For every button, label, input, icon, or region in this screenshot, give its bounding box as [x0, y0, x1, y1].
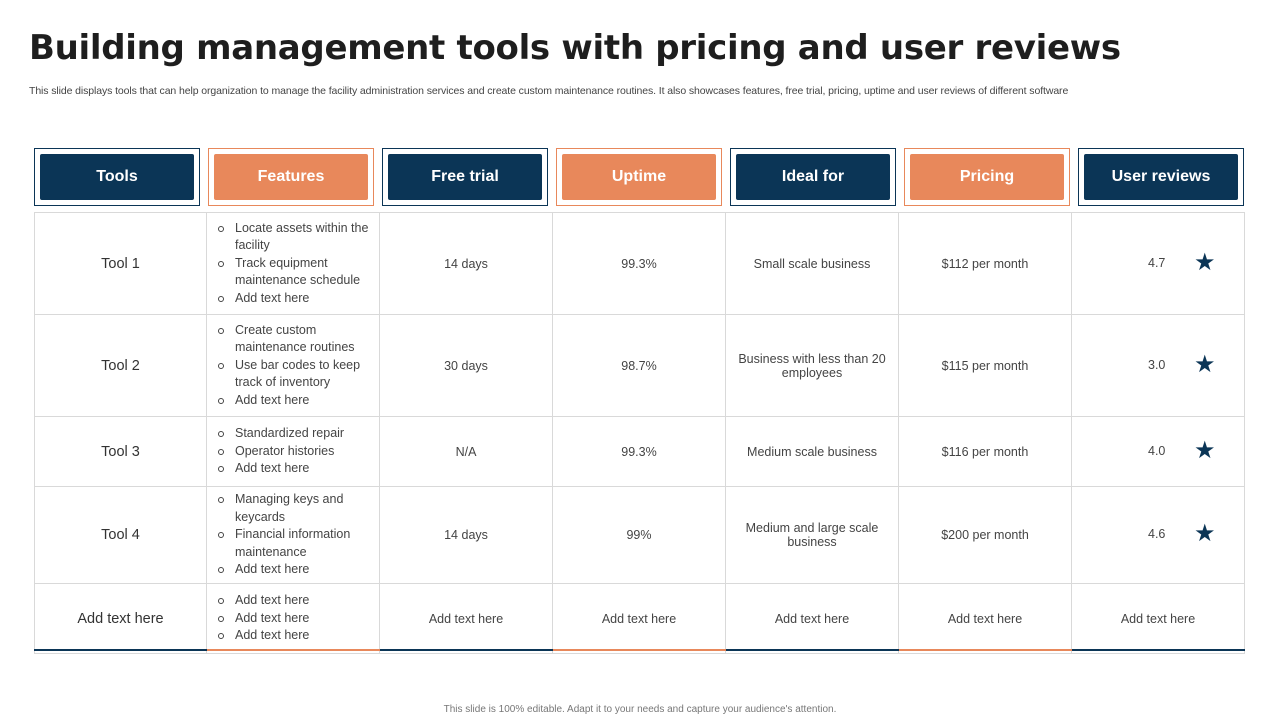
- features-list: Standardized repair Operator histories A…: [217, 425, 344, 478]
- star-icon: ★: [1194, 520, 1216, 547]
- header-free-trial: Free trial: [382, 148, 548, 206]
- tool-name: Add text here: [34, 584, 207, 653]
- uptime-value: 99%: [553, 487, 726, 583]
- table-header-row: Tools Features Free trial Uptime Ideal f…: [34, 148, 1244, 208]
- pricing-value: $115 per month: [899, 315, 1072, 416]
- feature-item: Operator histories: [217, 443, 344, 461]
- page-title: Building management tools with pricing a…: [29, 28, 1121, 68]
- bottom-line: [207, 649, 380, 651]
- pricing-value: Add text here: [899, 584, 1072, 653]
- table-row: Add text here Add text here Add text her…: [34, 584, 1245, 654]
- rating-value: 4.7: [1148, 255, 1166, 270]
- bottom-line: [380, 649, 553, 651]
- feature-item: Use bar codes to keep track of inventory: [217, 357, 371, 392]
- table-row: Tool 1 Locate assets within the facility…: [34, 212, 1245, 315]
- bottom-line: [553, 649, 726, 651]
- ideal-for-value: Add text here: [726, 584, 899, 653]
- rating: 4.6 ★: [1082, 520, 1234, 547]
- tool-name: Tool 3: [34, 417, 207, 486]
- header-features: Features: [208, 148, 374, 206]
- header-user-reviews: User reviews: [1078, 148, 1244, 206]
- rating-value: 4.0: [1148, 443, 1166, 458]
- features-list: Add text here Add text here Add text her…: [217, 592, 309, 645]
- features-cell: Create custom maintenance routines Use b…: [207, 315, 380, 416]
- feature-item: Add text here: [217, 460, 344, 478]
- star-icon: ★: [1194, 248, 1216, 276]
- feature-item: Financial information maintenance: [217, 526, 371, 561]
- rating-value: 3.0: [1148, 357, 1166, 372]
- header-label: Uptime: [562, 154, 716, 200]
- feature-item: Add text here: [217, 392, 371, 410]
- header-ideal-for: Ideal for: [730, 148, 896, 206]
- tool-name: Tool 2: [34, 315, 207, 416]
- user-review-cell: 4.6 ★: [1072, 487, 1245, 583]
- features-cell: Add text here Add text here Add text her…: [207, 584, 380, 653]
- bottom-line: [1072, 649, 1245, 651]
- feature-item: Add text here: [217, 610, 309, 628]
- feature-item: Create custom maintenance routines: [217, 322, 371, 357]
- free-trial-value: 14 days: [380, 213, 553, 314]
- footer-note: This slide is 100% editable. Adapt it to…: [443, 704, 837, 715]
- user-review-cell: 4.0 ★: [1072, 417, 1245, 486]
- rating: 3.0 ★: [1082, 350, 1234, 378]
- pricing-value: $200 per month: [899, 487, 1072, 583]
- uptime-value: Add text here: [553, 584, 726, 653]
- rating-value: 4.6: [1148, 527, 1166, 541]
- feature-item: Add text here: [217, 627, 309, 645]
- header-label: User reviews: [1084, 154, 1238, 200]
- feature-item: Add text here: [217, 561, 371, 579]
- feature-item: Track equipment maintenance schedule: [217, 255, 371, 290]
- uptime-value: 99.3%: [553, 417, 726, 486]
- features-cell: Locate assets within the facility Track …: [207, 213, 380, 314]
- tool-name: Tool 1: [34, 213, 207, 314]
- feature-item: Managing keys and keycards: [217, 491, 371, 526]
- bottom-line: [899, 649, 1072, 651]
- free-trial-value: 14 days: [380, 487, 553, 583]
- pricing-value: $116 per month: [899, 417, 1072, 486]
- ideal-for-value: Medium scale business: [726, 417, 899, 486]
- header-label: Tools: [40, 154, 194, 200]
- free-trial-value: N/A: [380, 417, 553, 486]
- free-trial-value: 30 days: [380, 315, 553, 416]
- header-tools: Tools: [34, 148, 200, 206]
- feature-item: Locate assets within the facility: [217, 220, 371, 255]
- features-list: Locate assets within the facility Track …: [217, 220, 371, 308]
- user-review-cell: 4.7 ★: [1072, 213, 1245, 314]
- features-cell: Managing keys and keycards Financial inf…: [207, 487, 380, 583]
- table-row: Tool 3 Standardized repair Operator hist…: [34, 417, 1245, 487]
- rating: 4.0 ★: [1082, 436, 1234, 464]
- page-subtitle: This slide displays tools that can help …: [29, 85, 1069, 97]
- header-label: Features: [214, 154, 368, 200]
- bottom-line: [34, 649, 207, 651]
- user-reviews-value: Add text here: [1072, 584, 1245, 653]
- features-cell: Standardized repair Operator histories A…: [207, 417, 380, 486]
- header-label: Free trial: [388, 154, 542, 200]
- header-pricing: Pricing: [904, 148, 1070, 206]
- header-label: Ideal for: [736, 154, 890, 200]
- rating: 4.7 ★: [1082, 248, 1234, 276]
- header-uptime: Uptime: [556, 148, 722, 206]
- uptime-value: 99.3%: [553, 213, 726, 314]
- pricing-value: $112 per month: [899, 213, 1072, 314]
- star-icon: ★: [1194, 350, 1216, 378]
- ideal-for-value: Small scale business: [726, 213, 899, 314]
- table-bottom-border: [34, 649, 1245, 651]
- feature-item: Standardized repair: [217, 425, 344, 443]
- feature-item: Add text here: [217, 290, 371, 308]
- table-row: Tool 4 Managing keys and keycards Financ…: [34, 487, 1245, 584]
- features-list: Create custom maintenance routines Use b…: [217, 322, 371, 410]
- tool-name: Tool 4: [34, 487, 207, 583]
- feature-item: Add text here: [217, 592, 309, 610]
- comparison-table: Tool 1 Locate assets within the facility…: [34, 212, 1245, 654]
- ideal-for-value: Business with less than 20 employees: [726, 315, 899, 416]
- bottom-line: [726, 649, 899, 651]
- ideal-for-value: Medium and large scale business: [726, 487, 899, 583]
- features-list: Managing keys and keycards Financial inf…: [217, 491, 371, 579]
- header-label: Pricing: [910, 154, 1064, 200]
- table-row: Tool 2 Create custom maintenance routine…: [34, 315, 1245, 417]
- uptime-value: 98.7%: [553, 315, 726, 416]
- free-trial-value: Add text here: [380, 584, 553, 653]
- user-review-cell: 3.0 ★: [1072, 315, 1245, 416]
- star-icon: ★: [1194, 436, 1216, 464]
